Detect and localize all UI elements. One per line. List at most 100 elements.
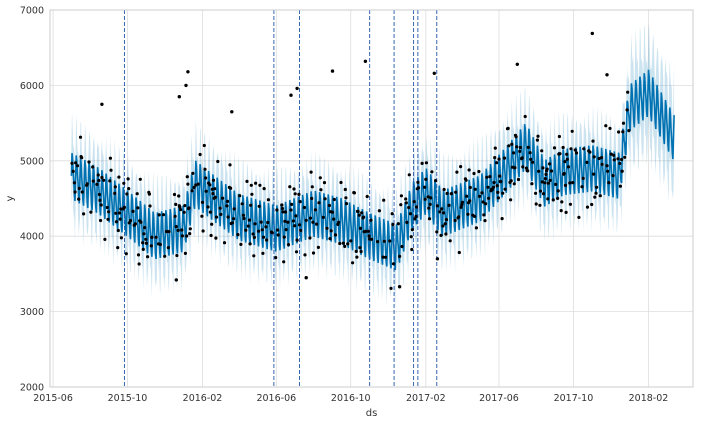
observed-point (332, 197, 336, 202)
observed-point (114, 211, 118, 215)
observed-point (253, 222, 257, 226)
observed-point (180, 234, 184, 238)
observed-point (317, 201, 321, 205)
observed-point (551, 198, 555, 202)
observed-point (500, 217, 504, 221)
observed-point (453, 218, 457, 223)
observed-point (521, 165, 525, 169)
observed-point (328, 237, 332, 241)
observed-point (369, 218, 373, 222)
observed-point (593, 195, 597, 199)
observed-point (258, 183, 262, 187)
observed-point (549, 169, 554, 173)
observed-point (322, 181, 327, 185)
observed-point (191, 171, 195, 175)
observed-point (182, 210, 186, 214)
observed-point (352, 191, 356, 195)
observed-point (299, 228, 303, 233)
observed-point (172, 192, 177, 197)
observed-point (276, 233, 280, 237)
observed-point (344, 202, 349, 206)
observed-point (349, 239, 353, 243)
observed-point (492, 180, 496, 185)
observed-point (136, 206, 140, 210)
observed-point (526, 145, 530, 149)
observed-point (232, 217, 236, 221)
observed-point (244, 228, 248, 232)
observed-point (117, 175, 121, 179)
observed-point (295, 238, 299, 242)
observed-point (358, 246, 362, 250)
observed-point (495, 184, 499, 188)
observed-point (598, 194, 602, 198)
observed-point (275, 208, 279, 212)
observed-point (569, 147, 573, 151)
observed-point (377, 209, 381, 213)
forecast-line (70, 69, 675, 271)
observed-point (468, 185, 472, 190)
observed-point (606, 169, 610, 173)
observed-point (506, 126, 510, 130)
observed-point (565, 157, 569, 161)
observed-point (133, 222, 137, 226)
observed-point (529, 157, 533, 161)
observed-point (73, 190, 77, 194)
observed-point (75, 164, 80, 168)
observed-point (265, 238, 269, 242)
observed-point (564, 210, 568, 214)
observed-point (487, 196, 491, 200)
observed-point (474, 226, 478, 230)
observed-point (190, 189, 194, 193)
observed-point (173, 214, 177, 218)
observed-point (515, 62, 519, 66)
observed-point (604, 124, 608, 128)
observed-point (135, 192, 139, 196)
observed-point (261, 235, 266, 239)
observed-point (346, 242, 350, 246)
observed-point (225, 199, 230, 203)
observed-point (325, 226, 329, 230)
observed-point (612, 153, 616, 157)
observed-point (363, 59, 368, 63)
observed-point (266, 220, 270, 225)
observed-point (616, 157, 620, 161)
observed-point (416, 180, 420, 184)
observed-point (122, 205, 126, 209)
observed-point (398, 254, 402, 258)
observed-point (203, 167, 207, 171)
observed-point (330, 210, 335, 214)
observed-point (357, 213, 361, 217)
observed-point (149, 244, 153, 248)
observed-point (311, 220, 315, 224)
observed-point (230, 221, 234, 225)
observed-point (599, 156, 604, 160)
observed-point (187, 206, 191, 210)
observed-point (216, 159, 220, 164)
observed-point (144, 237, 148, 241)
observed-point (131, 209, 135, 213)
observed-point (196, 182, 200, 186)
observed-point (568, 202, 573, 206)
observed-point (282, 235, 286, 239)
observed-point (543, 177, 548, 181)
observed-point (396, 222, 400, 226)
observed-point (507, 144, 511, 148)
observed-point (264, 225, 268, 229)
observed-point (416, 186, 421, 190)
observed-point (202, 143, 206, 148)
observed-point (376, 240, 380, 244)
observed-point (566, 165, 571, 169)
observed-point (72, 181, 76, 185)
observed-point (496, 190, 500, 194)
observed-point (180, 228, 184, 232)
observed-point (620, 157, 624, 162)
observed-point (520, 156, 524, 160)
observed-point (360, 211, 364, 215)
observed-point (97, 178, 101, 183)
observed-point (154, 235, 158, 239)
observed-point (512, 182, 516, 186)
observed-point (70, 161, 74, 165)
observed-point (351, 261, 355, 265)
observed-point (467, 168, 471, 172)
observed-point (113, 185, 117, 189)
